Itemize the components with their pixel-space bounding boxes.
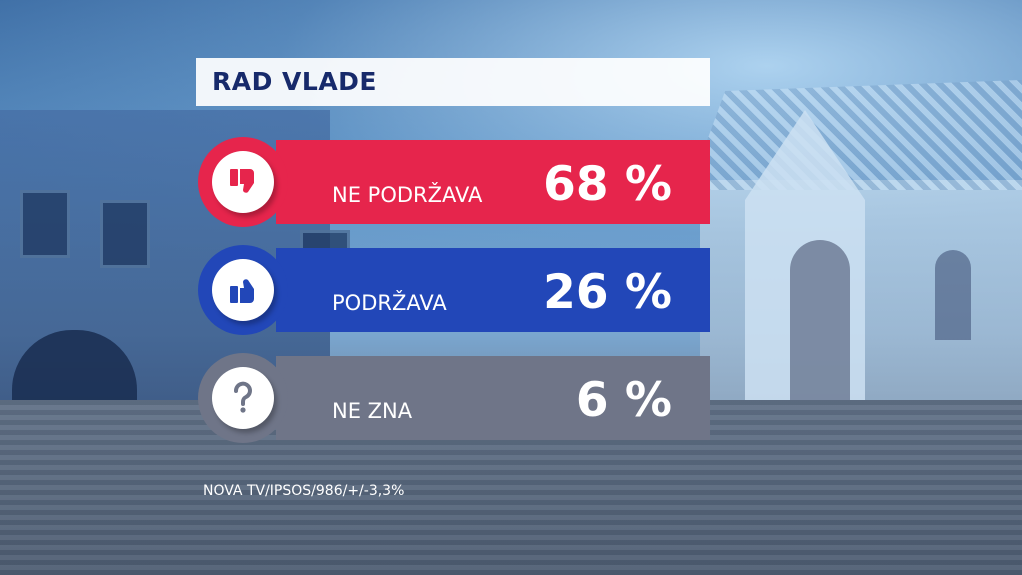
icon-circle-dont-know [198, 353, 288, 443]
bar-value-label: 26 % [543, 265, 672, 320]
thumbs-up-icon [230, 279, 254, 303]
bar-label: NE ZNA [332, 399, 413, 423]
bar-no-support [276, 140, 710, 224]
icon-circle-support [198, 245, 288, 335]
church-portal [790, 240, 850, 410]
title-bar: RAD VLADE [196, 58, 710, 106]
bar-value-label: 6 % [575, 373, 672, 428]
tiled-roof [688, 80, 1022, 190]
gothic-window [935, 250, 971, 340]
source-note: NOVA TV/IPSOS/986/+/-3,3% [203, 483, 405, 499]
bar-row-dont-know: NE ZNA 6 % [196, 353, 710, 443]
building-window [100, 200, 150, 268]
bar-row-support: PODRŽAVA 26 % [196, 245, 710, 335]
chart-title: RAD VLADE [212, 67, 378, 96]
bar-dont-know [276, 356, 710, 440]
bar-value-label: 68 % [543, 157, 672, 212]
icon-circle-no-support [198, 137, 288, 227]
bar-label: PODRŽAVA [332, 291, 447, 315]
bar-support [276, 248, 710, 332]
bar-label: NE PODRŽAVA [332, 183, 483, 207]
question-mark-icon [234, 381, 252, 413]
bar-row-no-support: NE PODRŽAVA 68 % [196, 137, 710, 227]
thumbs-down-icon [230, 169, 254, 193]
building-window [20, 190, 70, 258]
